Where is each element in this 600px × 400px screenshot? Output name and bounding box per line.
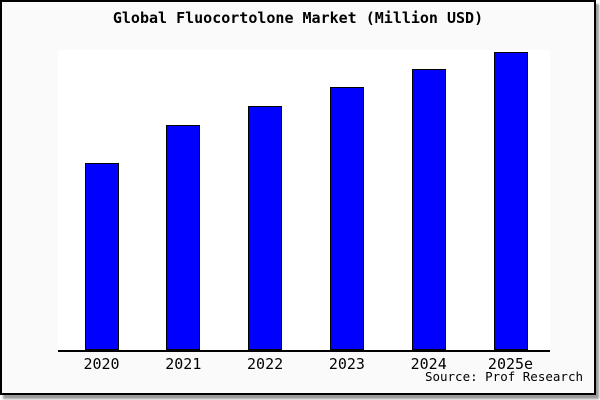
bar-2024 — [411, 69, 446, 350]
x-tick-label-2024: 2024 — [410, 355, 447, 373]
plot-area — [58, 50, 550, 352]
bar-2023 — [329, 87, 364, 350]
bar-2021 — [166, 125, 201, 350]
x-axis-labels: 2020 2021 2022 2023 2024 2025e — [58, 355, 550, 373]
x-tick-label-2023: 2023 — [328, 355, 365, 373]
x-tick-label-2022: 2022 — [247, 355, 284, 373]
source-note: Source: Prof Research — [424, 369, 583, 384]
bar-2020 — [84, 163, 119, 350]
bar-2022 — [248, 106, 283, 350]
x-tick-label-2025e: 2025e — [487, 355, 534, 373]
x-tick-label-2020: 2020 — [83, 355, 120, 373]
chart-title: Global Fluocortolone Market (Million USD… — [112, 9, 484, 27]
x-tick-label-2021: 2021 — [165, 355, 202, 373]
bar-2025e — [493, 52, 528, 350]
